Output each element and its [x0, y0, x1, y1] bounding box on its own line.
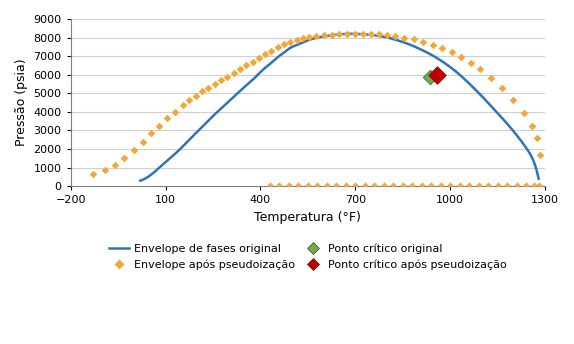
Point — [294, 183, 303, 188]
Point — [351, 31, 360, 36]
Point — [197, 89, 207, 94]
Point — [502, 183, 511, 188]
Point — [147, 130, 156, 136]
Point — [88, 171, 98, 176]
Point — [162, 116, 172, 121]
Point — [335, 31, 344, 37]
Point — [520, 110, 529, 116]
Point — [445, 183, 455, 188]
Legend: Envelope de fases original, Envelope após pseudoização, Ponto crítico original, : Envelope de fases original, Envelope apó… — [104, 239, 511, 274]
Point — [428, 42, 437, 47]
Y-axis label: Pressão (psia): Pressão (psia) — [15, 59, 28, 147]
Point — [487, 75, 496, 81]
Point — [409, 37, 418, 42]
Point — [235, 66, 245, 72]
Point — [474, 183, 483, 188]
Point — [332, 183, 341, 188]
Point — [447, 50, 456, 55]
Point — [327, 32, 336, 37]
Point — [476, 66, 485, 72]
Point — [456, 54, 466, 60]
Point — [370, 183, 379, 188]
Point — [261, 52, 270, 57]
Point — [229, 70, 238, 76]
Point — [179, 103, 188, 108]
Point — [273, 44, 282, 50]
Point — [110, 162, 119, 168]
Point — [185, 97, 194, 103]
Point — [425, 74, 434, 79]
Point — [313, 183, 322, 188]
Point — [359, 31, 368, 36]
Point — [534, 183, 543, 188]
Point — [311, 33, 320, 39]
Point — [223, 74, 232, 79]
Point — [319, 32, 328, 38]
Point — [433, 73, 442, 78]
Point — [483, 183, 492, 188]
Point — [464, 183, 474, 188]
Point — [343, 31, 352, 36]
Point — [382, 32, 391, 38]
Point — [521, 183, 530, 188]
Point — [455, 183, 464, 188]
Point — [120, 155, 129, 161]
Point — [154, 123, 164, 129]
Point — [436, 183, 445, 188]
Point — [426, 183, 436, 188]
Point — [512, 183, 521, 188]
Point — [417, 183, 426, 188]
Point — [408, 183, 417, 188]
Point — [139, 139, 148, 144]
Point — [191, 93, 200, 99]
Point — [204, 85, 213, 90]
Point — [210, 81, 219, 87]
Point — [292, 37, 301, 43]
Point — [533, 136, 542, 141]
Point — [101, 167, 110, 172]
Point — [360, 183, 369, 188]
X-axis label: Temperatura (°F): Temperatura (°F) — [254, 211, 361, 224]
Point — [286, 39, 295, 44]
Point — [322, 183, 331, 188]
Point — [254, 55, 263, 61]
Point — [280, 41, 289, 47]
Point — [398, 183, 408, 188]
Point — [305, 34, 314, 40]
Point — [528, 123, 537, 129]
Point — [389, 183, 398, 188]
Point — [529, 183, 538, 188]
Point — [367, 31, 376, 37]
Point — [248, 59, 257, 64]
Point — [493, 183, 502, 188]
Point — [509, 97, 518, 103]
Point — [351, 183, 360, 188]
Point — [216, 77, 226, 83]
Point — [418, 39, 428, 45]
Point — [298, 35, 308, 41]
Point — [466, 60, 475, 65]
Point — [498, 86, 507, 91]
Point — [129, 147, 138, 153]
Point — [242, 63, 251, 68]
Point — [341, 183, 350, 188]
Point — [303, 183, 312, 188]
Point — [275, 183, 284, 188]
Point — [267, 48, 276, 53]
Point — [400, 35, 409, 40]
Point — [437, 46, 447, 51]
Point — [536, 152, 545, 158]
Point — [374, 32, 383, 37]
Point — [390, 33, 400, 39]
Point — [284, 183, 293, 188]
Point — [379, 183, 389, 188]
Point — [265, 183, 274, 188]
Point — [170, 109, 180, 115]
